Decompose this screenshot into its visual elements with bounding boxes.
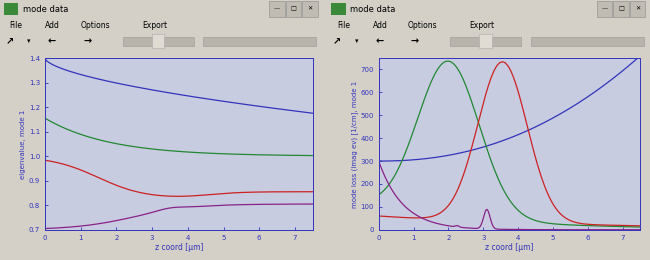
- Bar: [151, 34, 164, 48]
- Y-axis label: mode loss (imag ev) [1/cm], mode 1: mode loss (imag ev) [1/cm], mode 1: [351, 80, 358, 207]
- Text: ↗: ↗: [333, 36, 341, 46]
- Text: ✕: ✕: [635, 6, 640, 11]
- Bar: [123, 36, 194, 46]
- Bar: [597, 2, 612, 17]
- Text: File: File: [337, 21, 350, 29]
- Bar: [630, 2, 645, 17]
- Bar: [530, 36, 644, 46]
- Bar: [286, 2, 301, 17]
- Text: —: —: [274, 6, 280, 11]
- Text: □: □: [618, 6, 624, 11]
- X-axis label: z coord [µm]: z coord [µm]: [155, 243, 203, 252]
- Text: File: File: [10, 21, 23, 29]
- Text: ▾: ▾: [355, 38, 358, 44]
- Bar: [302, 2, 318, 17]
- Text: □: □: [291, 6, 296, 11]
- Bar: [4, 3, 18, 15]
- Text: mode data: mode data: [23, 4, 68, 14]
- Bar: [479, 34, 492, 48]
- Text: ▾: ▾: [27, 38, 31, 44]
- Text: Add: Add: [45, 21, 60, 29]
- Bar: [450, 36, 521, 46]
- Text: ↗: ↗: [6, 36, 14, 46]
- X-axis label: z coord [µm]: z coord [µm]: [486, 243, 534, 252]
- Text: Options: Options: [408, 21, 437, 29]
- Text: —: —: [601, 6, 608, 11]
- Y-axis label: eigenvalue, mode 1: eigenvalue, mode 1: [20, 109, 26, 179]
- Bar: [269, 2, 285, 17]
- Text: Options: Options: [81, 21, 110, 29]
- Text: Export: Export: [142, 21, 167, 29]
- Text: →: →: [83, 36, 91, 46]
- Bar: [203, 36, 316, 46]
- Text: ←: ←: [375, 36, 383, 46]
- Bar: [332, 3, 346, 15]
- Bar: [613, 2, 629, 17]
- Text: Export: Export: [469, 21, 495, 29]
- Text: Add: Add: [372, 21, 387, 29]
- Text: mode data: mode data: [350, 4, 395, 14]
- Text: ✕: ✕: [307, 6, 313, 11]
- Text: →: →: [411, 36, 419, 46]
- Text: ←: ←: [47, 36, 56, 46]
